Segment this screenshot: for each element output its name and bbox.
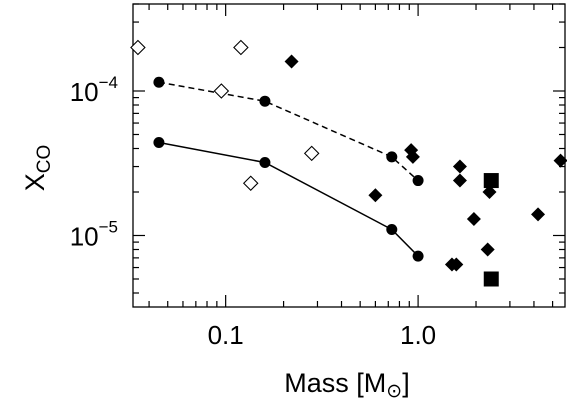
filled-diamond-point	[482, 184, 497, 199]
square-point	[483, 271, 499, 287]
y-tick-label: 10−4	[70, 73, 118, 107]
circle-point	[259, 95, 271, 107]
filled-diamond-point	[449, 257, 464, 272]
filled-diamond-point	[452, 173, 467, 188]
series-line-1	[158, 81, 419, 182]
circle-point	[259, 157, 271, 169]
circle-point	[386, 224, 398, 236]
filled-diamond-point	[452, 159, 467, 174]
open-diamond-point	[242, 175, 259, 192]
filled-diamond-point	[368, 188, 383, 203]
circle-point	[386, 151, 398, 163]
data-points	[130, 39, 567, 287]
filled-diamond-point	[553, 153, 567, 168]
circle-point	[412, 250, 424, 262]
circle-point	[153, 76, 165, 88]
x-tick-label: 1.0	[400, 320, 436, 350]
filled-diamond-point	[466, 212, 481, 227]
filled-diamond-point	[284, 54, 299, 69]
square-point	[483, 173, 499, 189]
series-line-2	[158, 141, 419, 257]
open-diamond-point	[130, 39, 146, 56]
plot-border	[132, 3, 566, 308]
circle-point	[412, 175, 424, 187]
plot-frame	[132, 3, 566, 308]
x-tick-label: 0.1	[208, 320, 244, 350]
open-diamond-point	[233, 39, 249, 56]
tick-labels: 0.1 1.0 10−4 10−5	[70, 73, 436, 350]
y-axis-title: XCO	[20, 145, 55, 192]
circle-point	[153, 137, 165, 149]
y-tick-label: 10−5	[70, 217, 118, 251]
x-axis-title: Mass [M⊙]	[284, 368, 409, 402]
filled-diamond-point	[531, 207, 546, 222]
open-diamond-point	[213, 83, 230, 99]
filled-diamond-point	[405, 149, 420, 164]
open-diamond-point	[303, 145, 320, 162]
filled-diamond-point	[480, 242, 495, 257]
axis-ticks	[133, 3, 565, 307]
series-lines	[158, 81, 419, 257]
